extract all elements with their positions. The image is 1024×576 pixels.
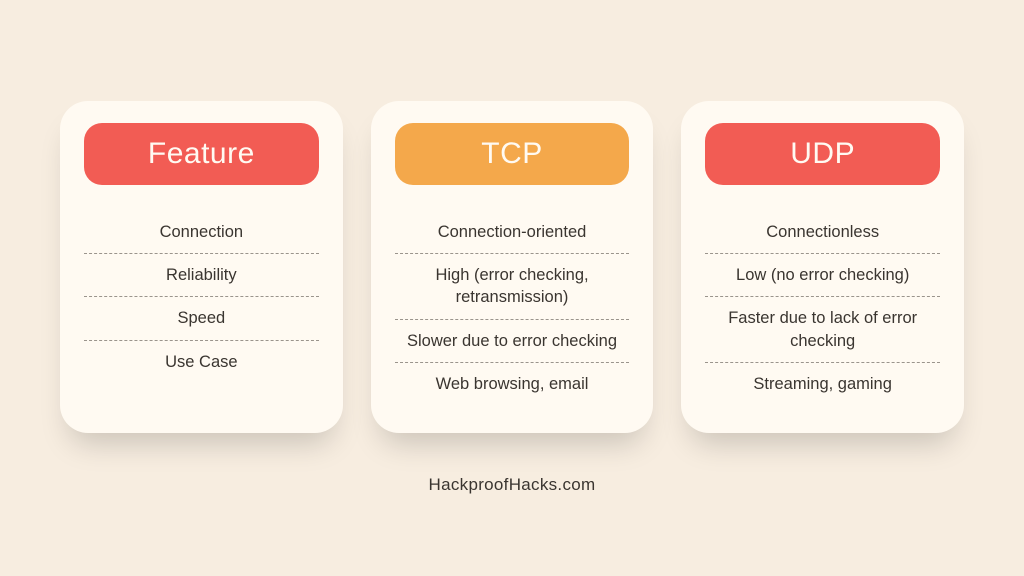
card-header-udp: UDP [705,123,940,185]
card-item: Speed [84,297,319,340]
card-item: High (error checking, retransmission) [395,254,630,320]
card-item: Low (no error checking) [705,254,940,297]
card-item: Slower due to error checking [395,320,630,363]
card-item: Connection [84,211,319,254]
card-tcp: TCP Connection-oriented High (error chec… [371,101,654,433]
card-header-feature: Feature [84,123,319,185]
card-item: Connection-oriented [395,211,630,254]
card-item: Web browsing, email [395,363,630,405]
card-item: Streaming, gaming [705,363,940,405]
cards-container: Feature Connection Reliability Speed Use… [60,101,964,433]
card-item: Connectionless [705,211,940,254]
card-item: Reliability [84,254,319,297]
card-item: Faster due to lack of error checking [705,297,940,363]
footer-attribution: HackproofHacks.com [429,475,596,495]
card-header-tcp: TCP [395,123,630,185]
card-feature: Feature Connection Reliability Speed Use… [60,101,343,433]
card-udp: UDP Connectionless Low (no error checkin… [681,101,964,433]
card-item: Use Case [84,341,319,383]
